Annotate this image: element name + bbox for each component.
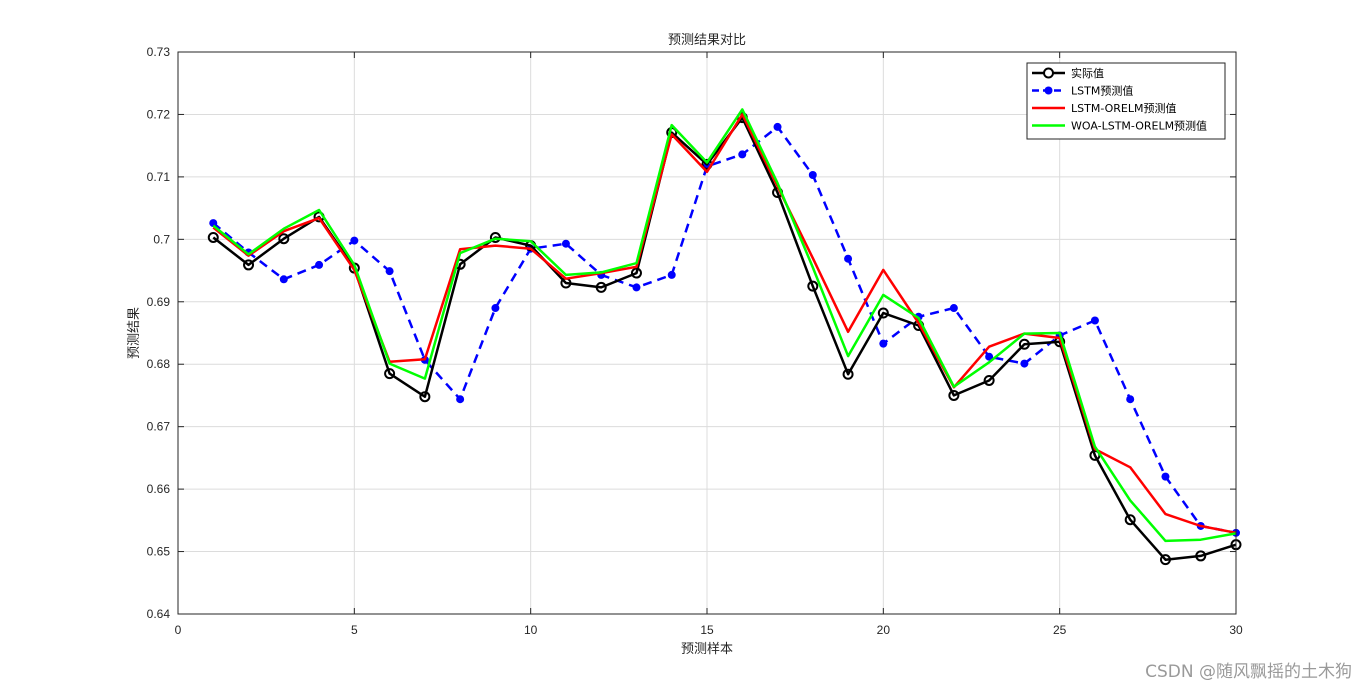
y-tick-label: 0.73 <box>147 45 171 59</box>
y-tick-label: 0.69 <box>147 295 171 309</box>
legend-item: 实际值 <box>1032 66 1104 80</box>
data-point <box>738 150 747 159</box>
data-point <box>1161 472 1170 481</box>
series-1 <box>209 122 1240 537</box>
data-point <box>489 231 501 243</box>
data-point <box>456 395 465 404</box>
data-point <box>385 267 394 276</box>
x-tick-label: 0 <box>175 623 182 637</box>
data-point <box>491 304 500 313</box>
data-point <box>243 259 255 271</box>
data-point <box>207 231 219 243</box>
data-point <box>595 281 607 293</box>
axis-ticks: 0 5 10 15 20 25 30 0.64 0.65 0.66 0.67 0.68 0.69 0.7 0… <box>147 45 1243 637</box>
data-point <box>844 254 853 263</box>
data-point <box>808 171 817 180</box>
data-point <box>983 374 995 386</box>
data-point <box>667 270 676 279</box>
series-0 <box>207 112 1242 566</box>
data-point <box>1195 550 1207 562</box>
y-tick-label: 0.65 <box>147 545 171 559</box>
y-tick-label: 0.71 <box>147 170 171 184</box>
legend-item: LSTM预测值 <box>1032 85 1133 98</box>
data-point <box>877 307 889 319</box>
data-point <box>1124 514 1136 526</box>
data-point <box>419 391 431 403</box>
chart-title: 预测结果对比 <box>668 33 746 48</box>
data-point <box>879 339 888 348</box>
x-tick-label: 5 <box>351 623 358 637</box>
data-point <box>948 389 960 401</box>
legend-item: LSTM-ORELM预测值 <box>1032 102 1176 115</box>
data-point <box>949 304 958 313</box>
y-tick-label: 0.72 <box>147 107 171 121</box>
x-tick-label: 20 <box>877 623 891 637</box>
legend-label: LSTM-ORELM预测值 <box>1071 102 1176 115</box>
series-line <box>212 125 1237 535</box>
data-point <box>278 233 290 245</box>
data-point <box>1020 359 1029 368</box>
legend-label: WOA-LSTM-ORELM预测值 <box>1071 120 1207 133</box>
y-tick-label: 0.68 <box>147 357 171 371</box>
series-3 <box>212 108 1237 543</box>
legend-item: WOA-LSTM-ORELM预测值 <box>1032 120 1207 133</box>
x-tick-label: 25 <box>1053 623 1067 637</box>
data-point <box>1159 554 1171 566</box>
x-tick-label: 15 <box>700 623 714 637</box>
watermark-text: CSDN @随风飘摇的土木狗 <box>1145 662 1352 682</box>
data-point <box>1090 316 1099 325</box>
legend-marker <box>1044 86 1053 95</box>
data-point <box>842 368 854 380</box>
series-line <box>212 116 1237 561</box>
x-tick-label: 30 <box>1229 623 1243 637</box>
data-point <box>807 280 819 292</box>
y-tick-label: 0.7 <box>153 232 170 246</box>
data-point <box>350 236 359 245</box>
y-tick-label: 0.64 <box>147 607 171 621</box>
data-point <box>985 352 994 361</box>
data-point <box>279 275 288 284</box>
data-point <box>1126 395 1135 404</box>
legend-label: LSTM预测值 <box>1071 85 1133 98</box>
y-axis-label: 预测结果 <box>127 307 142 359</box>
data-point <box>561 239 570 248</box>
data-point <box>632 283 641 292</box>
legend: 实际值 LSTM预测值 LSTM-ORELM预测值 WOA-LSTM-ORELM预测值 <box>1026 62 1226 140</box>
series-layer <box>207 108 1242 566</box>
data-point <box>773 122 782 131</box>
legend-label: 实际值 <box>1071 66 1104 80</box>
y-tick-label: 0.66 <box>147 482 171 496</box>
x-tick-label: 10 <box>524 623 538 637</box>
data-point <box>209 219 218 228</box>
y-tick-label: 0.67 <box>147 420 171 434</box>
series-line <box>212 108 1237 543</box>
data-point <box>1018 338 1030 350</box>
legend-marker <box>1043 67 1054 79</box>
data-point <box>384 368 396 380</box>
x-axis-label: 预测样本 <box>681 642 733 657</box>
data-point <box>315 260 324 269</box>
data-point <box>630 267 642 279</box>
